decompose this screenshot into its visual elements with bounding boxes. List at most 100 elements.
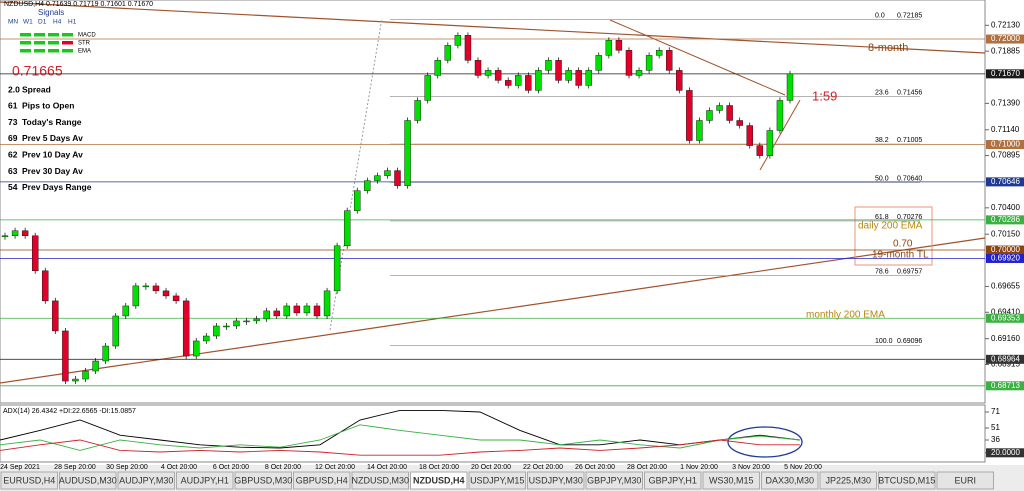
tab-label[interactable]: EURUSD,H4 <box>3 475 55 485</box>
tab-label[interactable]: AUDJPY,M30 <box>119 475 173 485</box>
signal-timeframe: W1 <box>23 19 33 26</box>
tab[interactable] <box>117 471 175 490</box>
level-label: 0.69353 <box>991 313 1020 322</box>
signal-cell <box>62 33 73 37</box>
candle <box>323 290 331 317</box>
tab-label[interactable]: GBPUSD,H4 <box>296 475 348 485</box>
annotation: monthly 200 EMA <box>806 310 885 321</box>
level-label: 0.69920 <box>991 254 1020 263</box>
tab-label[interactable]: NZDUSD,H4 <box>413 475 465 485</box>
current-price: 0.71665 <box>12 63 63 79</box>
tab-label[interactable]: EURI <box>954 475 976 485</box>
tab[interactable] <box>585 471 643 490</box>
candle <box>716 105 723 111</box>
tab-label[interactable]: USDJPY,M30 <box>529 475 583 485</box>
level-label: 0.68964 <box>991 354 1020 363</box>
tab-label[interactable]: NZDUSD,M30 <box>351 475 409 485</box>
tab[interactable] <box>176 471 234 490</box>
tab[interactable] <box>702 471 760 490</box>
level-tag <box>986 313 1024 323</box>
candle <box>706 110 713 121</box>
info-label: Prev 30 Day Av <box>22 166 83 176</box>
level-tag <box>986 354 1024 364</box>
annotation-box <box>854 206 933 266</box>
tab-label[interactable]: USDJPY,M15 <box>470 475 524 485</box>
signal-cell <box>34 41 45 45</box>
candle <box>645 55 653 71</box>
info-number: 54 <box>8 182 18 192</box>
info-number: 73 <box>8 117 18 127</box>
candle <box>203 335 210 342</box>
tab[interactable] <box>410 471 468 490</box>
candle <box>565 70 572 81</box>
candle <box>31 235 39 272</box>
level-label: 0.70286 <box>991 215 1020 224</box>
tab[interactable] <box>293 471 351 490</box>
level-label: 0.71670 <box>991 69 1020 78</box>
signal-indicator: MACD <box>78 33 96 39</box>
level-tag <box>986 140 1024 150</box>
candle <box>394 170 401 186</box>
info-label: Today's Range <box>22 117 82 127</box>
candle <box>384 170 391 176</box>
fib-price: 0.70276 <box>897 214 922 221</box>
tab[interactable] <box>0 471 58 490</box>
adx-line <box>0 409 801 449</box>
tab[interactable] <box>644 471 702 490</box>
candle <box>122 305 129 317</box>
tab-label[interactable]: BTCUSD,M15 <box>878 475 935 485</box>
candle <box>615 40 623 51</box>
signal-cell <box>48 49 59 53</box>
fib-ratio: 78.6 <box>875 269 889 276</box>
candle <box>605 40 613 56</box>
tab[interactable] <box>936 471 994 490</box>
candle <box>525 75 532 91</box>
x-tick-label: 5 Nov 20:00 <box>784 464 822 471</box>
level-label: 0.68713 <box>991 381 1020 390</box>
tab-label[interactable]: DAX30,M30 <box>765 475 814 485</box>
candle <box>303 305 311 314</box>
level-label: 0.71000 <box>991 140 1020 149</box>
signal-cell <box>34 33 45 37</box>
annotation: 0.70 <box>893 239 913 250</box>
y-tick-label: 0.68915 <box>991 360 1020 369</box>
adx-panel <box>0 404 986 463</box>
info-label: Spread <box>22 84 51 94</box>
tab-label[interactable]: AUDUSD,M30 <box>59 475 117 485</box>
x-tick-label: 30 Sep 20:00 <box>106 464 148 471</box>
tab[interactable] <box>234 471 292 490</box>
x-tick-label: 28 Sep 20:00 <box>54 464 96 471</box>
level-tag <box>986 34 1024 44</box>
tab[interactable] <box>819 471 877 490</box>
tab-label[interactable]: GBPJPY,M30 <box>587 475 641 485</box>
tab[interactable] <box>761 471 819 490</box>
y-tick-label: 0.71140 <box>991 125 1020 134</box>
y2-tick-label: 20.0000 <box>991 448 1020 457</box>
tab-label[interactable]: GBPJPY,H1 <box>649 475 697 485</box>
candle <box>666 50 673 71</box>
tab-label[interactable]: GBPUSD,M30 <box>234 475 292 485</box>
tab-label[interactable]: JP225,M30 <box>825 475 871 485</box>
x-tick-label: 14 Oct 20:00 <box>367 464 407 471</box>
fib-ratio: 61.8 <box>875 214 889 221</box>
tab[interactable] <box>878 471 936 490</box>
candle <box>756 145 764 156</box>
candle <box>464 35 472 61</box>
candle <box>102 345 109 362</box>
level-tag <box>986 177 1024 187</box>
tab-label[interactable]: WS30,M15 <box>709 475 754 485</box>
level-tag <box>986 381 1024 391</box>
tab[interactable] <box>468 471 526 490</box>
y-tick-label: 0.69160 <box>991 334 1020 343</box>
signal-timeframe: D1 <box>38 19 47 26</box>
candle <box>555 60 562 81</box>
fib-ratio: 50.0 <box>875 175 889 182</box>
tab[interactable] <box>59 471 117 490</box>
tab[interactable] <box>351 471 409 490</box>
tab-label[interactable]: AUDJPY,H1 <box>181 475 229 485</box>
y-tick-label: 0.71390 <box>991 98 1020 107</box>
candle <box>766 130 774 156</box>
tab[interactable] <box>527 471 585 490</box>
candle <box>273 310 280 317</box>
